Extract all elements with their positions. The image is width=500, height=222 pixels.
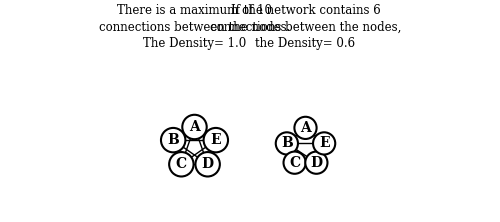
Circle shape xyxy=(284,152,306,174)
Circle shape xyxy=(204,128,228,152)
Text: There is a maximum of 10
connections between the nodes.
The Density= 1.0: There is a maximum of 10 connections bet… xyxy=(99,4,290,50)
Text: D: D xyxy=(310,156,322,170)
Circle shape xyxy=(182,115,206,139)
Circle shape xyxy=(169,152,194,176)
Text: B: B xyxy=(168,133,179,147)
Text: D: D xyxy=(202,157,213,171)
Circle shape xyxy=(306,152,328,174)
Circle shape xyxy=(161,128,186,152)
Text: A: A xyxy=(300,121,311,135)
Text: E: E xyxy=(319,136,330,151)
Text: B: B xyxy=(281,136,292,151)
Text: C: C xyxy=(176,157,187,171)
Circle shape xyxy=(313,132,335,155)
Text: A: A xyxy=(189,120,200,134)
Circle shape xyxy=(276,132,298,155)
Circle shape xyxy=(294,117,316,139)
Circle shape xyxy=(196,152,220,176)
Text: If the network contains 6
connections between the nodes,
the Density= 0.6: If the network contains 6 connections be… xyxy=(210,4,401,50)
Text: E: E xyxy=(210,133,221,147)
Text: C: C xyxy=(289,156,300,170)
